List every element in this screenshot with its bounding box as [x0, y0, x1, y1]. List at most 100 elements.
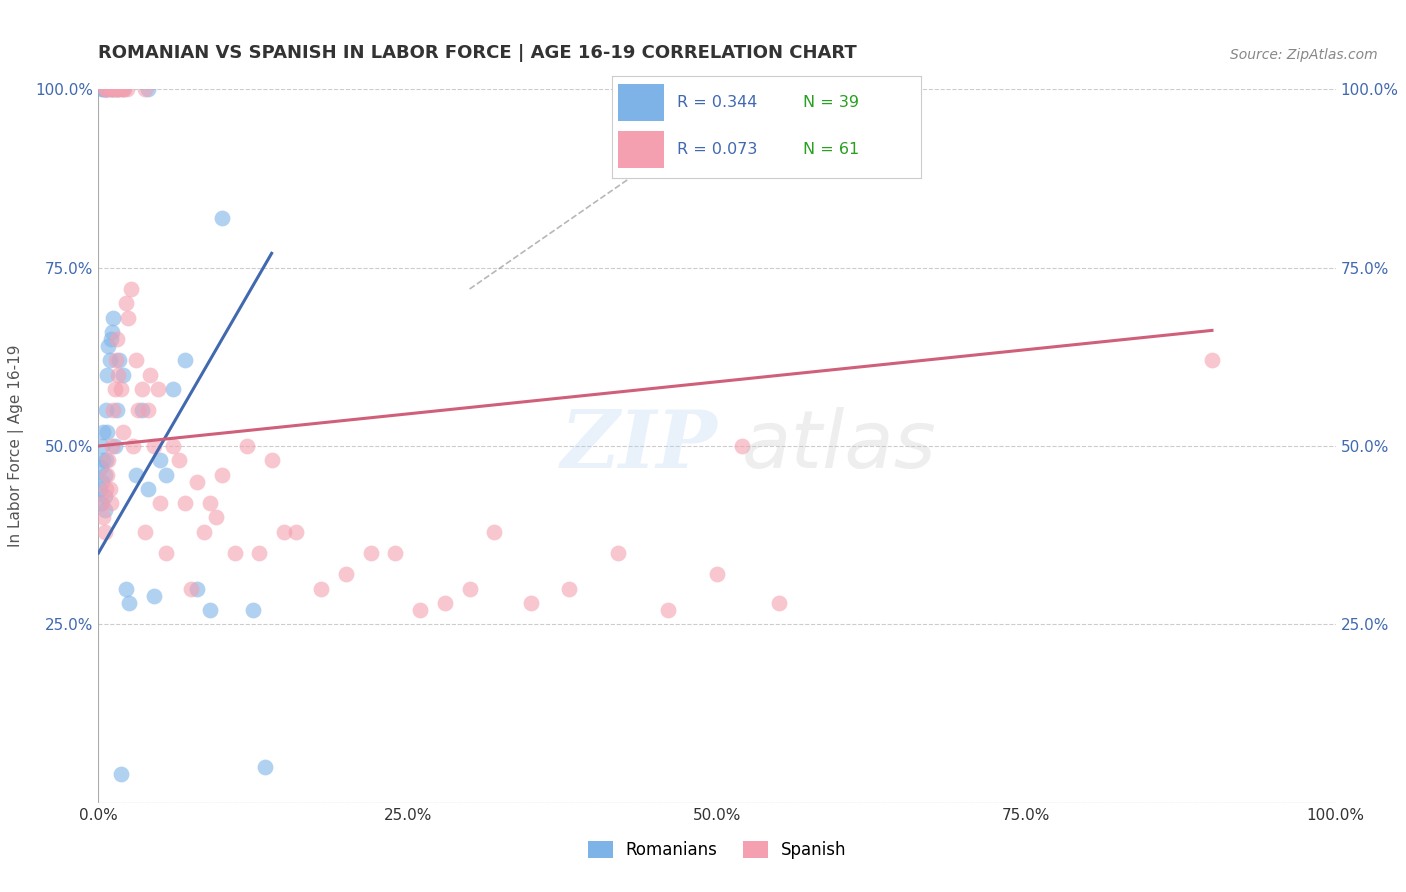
Point	[103, 439, 125, 453]
Point	[93, 82, 115, 96]
Point	[174, 353, 197, 368]
Point	[97, 339, 120, 353]
Point	[94, 82, 117, 96]
Point	[120, 282, 142, 296]
Point	[186, 582, 208, 596]
Point	[89, 482, 111, 496]
Point	[124, 353, 146, 368]
Point	[131, 403, 153, 417]
Point	[149, 496, 172, 510]
Point	[93, 467, 115, 482]
Point	[112, 368, 135, 382]
Point	[607, 546, 630, 560]
Point	[93, 82, 115, 96]
Point	[112, 425, 135, 439]
Point	[198, 603, 221, 617]
Text: Source: ZipAtlas.com: Source: ZipAtlas.com	[1230, 48, 1378, 62]
Y-axis label: In Labor Force | Age 16-19: In Labor Force | Age 16-19	[8, 344, 24, 548]
Point	[114, 582, 136, 596]
Legend: Romanians, Spanish: Romanians, Spanish	[581, 834, 853, 866]
Text: atlas: atlas	[742, 407, 936, 485]
Point	[768, 596, 790, 610]
Point	[90, 460, 112, 475]
Point	[433, 596, 456, 610]
Point	[100, 82, 122, 96]
Point	[103, 82, 125, 96]
Point	[103, 382, 125, 396]
Point	[115, 82, 138, 96]
Point	[104, 353, 127, 368]
Point	[193, 524, 215, 539]
Point	[198, 496, 221, 510]
Point	[143, 589, 166, 603]
Point	[127, 403, 149, 417]
Point	[236, 439, 259, 453]
Point	[309, 582, 332, 596]
Point	[458, 582, 481, 596]
Point	[134, 524, 156, 539]
Point	[131, 382, 153, 396]
Point	[143, 439, 166, 453]
Point	[93, 453, 115, 467]
Point	[273, 524, 295, 539]
Point	[167, 453, 190, 467]
Point	[97, 453, 120, 467]
Point	[100, 332, 122, 346]
Point	[110, 767, 132, 781]
Point	[134, 82, 156, 96]
Point	[93, 425, 115, 439]
Point	[706, 567, 728, 582]
Point	[136, 482, 159, 496]
Point	[103, 310, 125, 325]
Point	[384, 546, 406, 560]
Point	[180, 582, 202, 596]
Point	[122, 439, 145, 453]
Point	[101, 325, 124, 339]
Point	[93, 82, 115, 96]
Text: R = 0.073: R = 0.073	[676, 142, 756, 157]
Point	[97, 82, 120, 96]
Point	[93, 503, 115, 517]
Bar	[617, 84, 664, 121]
Point	[224, 546, 246, 560]
Point	[211, 467, 233, 482]
Point	[107, 368, 129, 382]
Point	[112, 82, 135, 96]
Point	[139, 368, 162, 382]
Point	[98, 482, 121, 496]
Point	[162, 382, 184, 396]
Point	[155, 546, 177, 560]
Point	[124, 467, 146, 482]
Point	[211, 211, 233, 225]
Point	[409, 603, 432, 617]
Point	[557, 582, 579, 596]
Point	[242, 603, 264, 617]
Text: N = 61: N = 61	[803, 142, 859, 157]
Point	[101, 439, 124, 453]
Point	[108, 353, 131, 368]
Point	[91, 475, 114, 489]
Point	[105, 82, 128, 96]
Point	[520, 596, 543, 610]
Point	[93, 489, 115, 503]
Text: ZIP: ZIP	[560, 408, 717, 484]
Point	[335, 567, 357, 582]
Point	[146, 382, 169, 396]
Point	[91, 82, 114, 96]
Point	[94, 453, 117, 467]
Point	[98, 353, 121, 368]
Point	[105, 332, 128, 346]
Point	[136, 403, 159, 417]
Point	[105, 82, 128, 96]
Point	[94, 403, 117, 417]
Point	[103, 403, 125, 417]
Point	[94, 482, 117, 496]
Point	[205, 510, 228, 524]
Point	[174, 496, 197, 510]
Point	[94, 82, 117, 96]
Point	[484, 524, 506, 539]
Point	[103, 82, 125, 96]
Point	[91, 496, 114, 510]
Point	[93, 524, 115, 539]
Point	[731, 439, 754, 453]
